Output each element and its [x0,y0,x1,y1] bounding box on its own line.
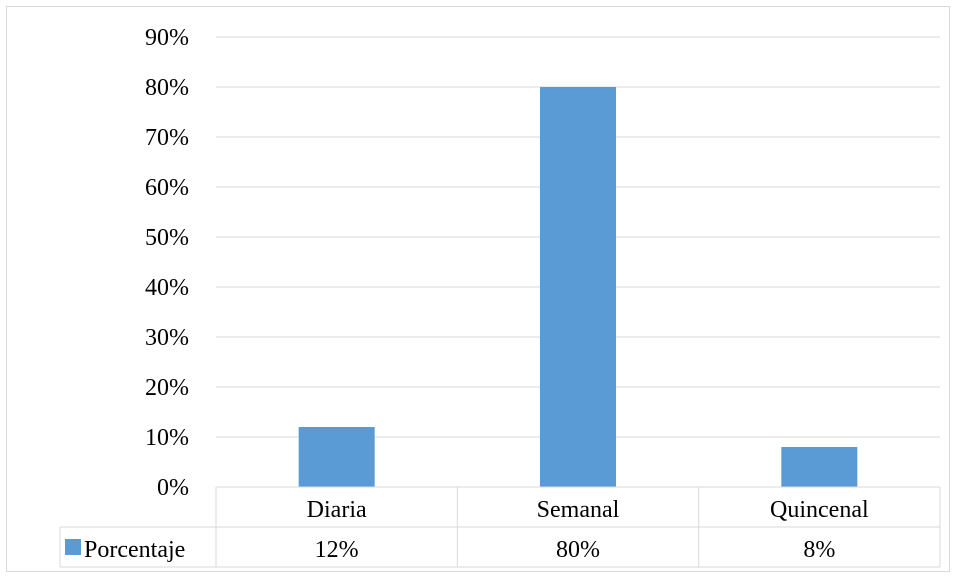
y-tick-label: 40% [145,275,189,301]
y-tick-label: 60% [145,175,189,201]
x-tick-label: Semanal [537,497,620,523]
data-label: 12% [315,537,359,563]
y-axis-ticks: 0% 10% 20% 30% 40% 50% 60% 70% 80% 90% [145,25,189,501]
y-tick-label: 30% [145,325,189,351]
bars [298,87,858,487]
bar [781,447,858,487]
x-tick-label: Diaria [307,497,367,523]
data-table: Diaria Semanal Quincenal Porcentaje 12% 80% 8% [59,486,941,568]
data-label: 80% [556,537,600,563]
bar [298,427,375,487]
legend-swatch [65,539,81,555]
y-tick-label: 90% [145,25,189,51]
x-tick-label: Quincenal [770,497,869,523]
y-tick-label: 50% [145,225,189,251]
y-tick-label: 0% [157,475,189,501]
y-tick-label: 80% [145,75,189,101]
y-tick-label: 20% [145,375,189,401]
y-tick-label: 70% [145,125,189,151]
legend-label: Porcentaje [84,537,185,563]
y-tick-label: 10% [145,425,189,451]
bar [540,87,616,487]
data-label: 8% [803,537,835,563]
